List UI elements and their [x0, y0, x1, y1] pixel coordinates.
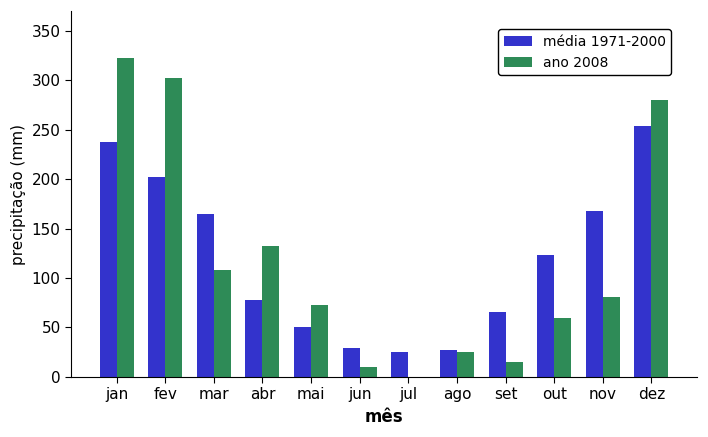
- Bar: [165, 78, 182, 377]
- Bar: [100, 142, 117, 377]
- Bar: [634, 126, 651, 377]
- Bar: [263, 246, 280, 377]
- Bar: [197, 214, 214, 377]
- Bar: [360, 367, 377, 377]
- X-axis label: mês: mês: [365, 408, 404, 426]
- Bar: [440, 350, 457, 377]
- Y-axis label: precipitação (mm): precipitação (mm): [11, 124, 26, 264]
- Bar: [603, 297, 620, 377]
- Bar: [294, 327, 311, 377]
- Bar: [537, 255, 554, 377]
- Bar: [311, 305, 328, 377]
- Bar: [586, 211, 603, 377]
- Bar: [246, 300, 263, 377]
- Bar: [148, 177, 165, 377]
- Bar: [554, 318, 571, 377]
- Bar: [457, 352, 474, 377]
- Bar: [343, 348, 360, 377]
- Bar: [506, 362, 523, 377]
- Bar: [489, 312, 506, 377]
- Bar: [392, 352, 409, 377]
- Bar: [651, 100, 668, 377]
- Bar: [117, 58, 134, 377]
- Bar: [214, 270, 231, 377]
- Legend: média 1971-2000, ano 2008: média 1971-2000, ano 2008: [498, 29, 671, 75]
